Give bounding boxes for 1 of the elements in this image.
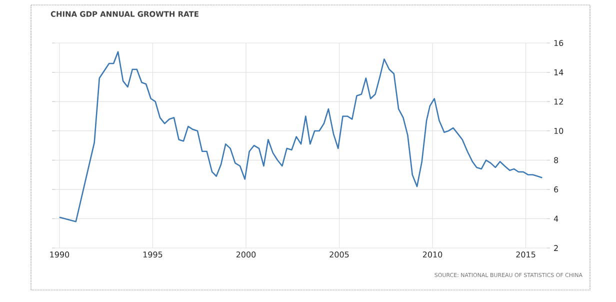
line-series bbox=[58, 51, 543, 222]
